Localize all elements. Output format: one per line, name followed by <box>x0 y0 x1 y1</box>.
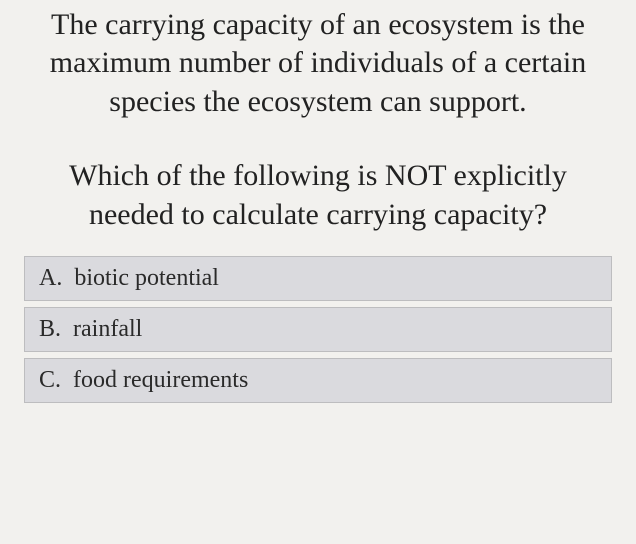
answer-text: biotic potential <box>74 265 597 292</box>
answer-text: food requirements <box>73 367 597 394</box>
answer-letter: A. <box>39 265 62 292</box>
answer-option-b[interactable]: B. rainfall <box>24 307 612 352</box>
answer-text: rainfall <box>73 316 597 343</box>
question-container: The carrying capacity of an ecosystem is… <box>0 0 636 403</box>
question-text: The carrying capacity of an ecosystem is… <box>20 6 616 234</box>
answers-list: A. biotic potential B. rainfall C. food … <box>20 256 616 403</box>
question-part-1: The carrying capacity of an ecosystem is… <box>50 8 587 118</box>
answer-letter: B. <box>39 316 61 343</box>
question-part-2: Which of the following is NOT explicitly… <box>30 157 606 234</box>
answer-letter: C. <box>39 367 61 394</box>
answer-option-a[interactable]: A. biotic potential <box>24 256 612 301</box>
answer-option-c[interactable]: C. food requirements <box>24 358 612 403</box>
